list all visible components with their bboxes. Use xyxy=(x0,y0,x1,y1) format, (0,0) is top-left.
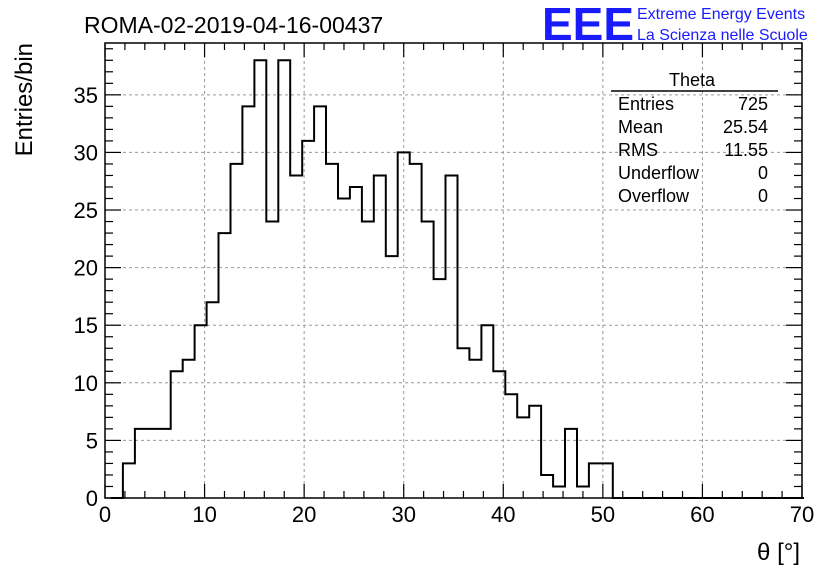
x-tick-label: 40 xyxy=(491,502,515,527)
stats-label-overflow: Overflow xyxy=(618,186,690,206)
stats-value-underflow: 0 xyxy=(758,163,768,183)
eee-logo: EEE Extreme Energy Events La Scienza nel… xyxy=(542,0,808,50)
stats-value-entries: 725 xyxy=(738,94,768,114)
x-tick-label: 0 xyxy=(99,502,111,527)
stats-label-entries: Entries xyxy=(618,94,674,114)
grid-lines xyxy=(105,43,802,498)
stats-value-rms: 11.55 xyxy=(724,140,768,160)
y-tick-label: 25 xyxy=(74,198,98,223)
stats-box: Theta Entries 725 Mean 25.54 RMS 11.55 U… xyxy=(611,70,778,206)
x-tick-label: 60 xyxy=(690,502,714,527)
y-tick-labels: 0 5 10 15 20 25 30 35 xyxy=(74,83,98,511)
stats-value-mean: 25.54 xyxy=(723,117,768,137)
stats-label-underflow: Underflow xyxy=(618,163,700,183)
y-tick-label: 10 xyxy=(74,371,98,396)
plot-frame xyxy=(104,42,803,499)
logo-line-2: La Scienza nelle Scuole xyxy=(637,27,808,44)
y-tick-label: 15 xyxy=(74,313,98,338)
x-tick-label: 10 xyxy=(192,502,216,527)
y-tick-label: 30 xyxy=(74,140,98,165)
axis-ticks xyxy=(104,43,803,499)
eee-logo-mark: EEE xyxy=(542,0,634,50)
x-tick-labels: 0 10 20 30 40 50 60 70 xyxy=(99,502,814,527)
x-tick-label: 20 xyxy=(292,502,316,527)
stats-label-mean: Mean xyxy=(618,117,663,137)
x-axis-label: θ [°] xyxy=(757,539,800,566)
stats-label-rms: RMS xyxy=(618,140,658,160)
x-tick-label: 50 xyxy=(591,502,615,527)
stats-header: Theta xyxy=(669,70,716,90)
y-tick-label: 5 xyxy=(86,428,98,453)
y-axis-label: Entries/bin xyxy=(11,43,38,156)
y-tick-label: 35 xyxy=(74,83,98,108)
y-tick-label: 0 xyxy=(86,486,98,511)
x-tick-label: 30 xyxy=(391,502,415,527)
stats-value-overflow: 0 xyxy=(758,186,768,206)
x-tick-label: 70 xyxy=(790,502,814,527)
chart-title: ROMA-02-2019-04-16-00437 xyxy=(84,12,383,38)
y-tick-label: 20 xyxy=(74,256,98,281)
histogram-outline xyxy=(111,59,804,499)
logo-line-1: Extreme Energy Events xyxy=(637,6,805,23)
